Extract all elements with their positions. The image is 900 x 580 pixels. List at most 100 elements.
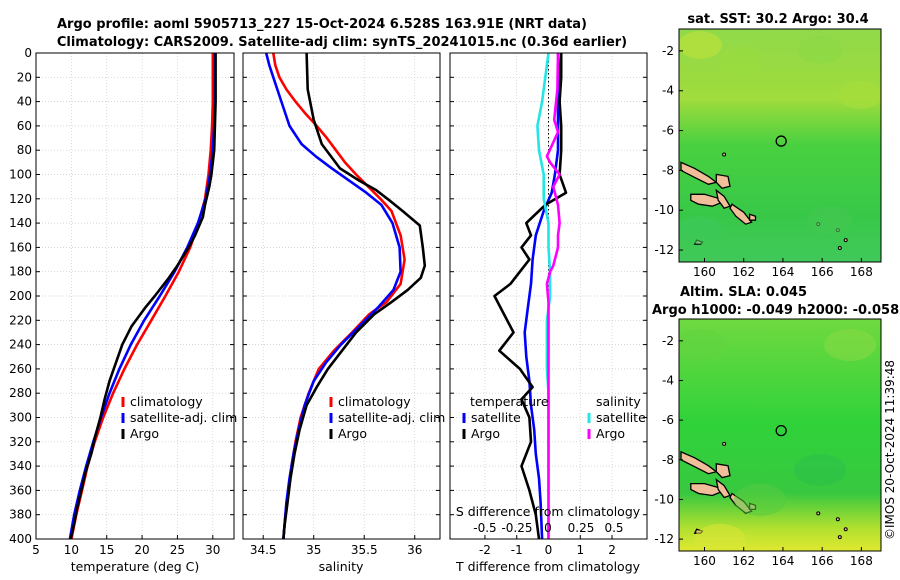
salinity-xtick-label: 35.5 — [351, 543, 378, 557]
copyright-timestamp: ©IMOS 20-Oct-2024 11:39:48 — [883, 360, 897, 540]
salinity-axes-frame — [242, 52, 441, 540]
temperature-xlabel: temperature (deg C) — [71, 559, 200, 574]
island — [748, 213, 757, 221]
map-xtick-label: 166 — [811, 265, 834, 279]
salinity-grid — [243, 53, 440, 539]
argo-location-marker — [775, 424, 787, 437]
temperature-ytick-label: 220 — [9, 313, 32, 327]
temperature-series — [68, 53, 217, 539]
island — [715, 478, 731, 499]
temperature-ytick-label: 100 — [9, 168, 32, 182]
sst-patch — [718, 46, 762, 74]
temperature-ytick-label: 380 — [9, 508, 32, 522]
sst-patch — [798, 36, 842, 64]
temperature-ytick-label: 320 — [9, 435, 32, 449]
salinity-difference-tick-label: 0.5 — [604, 521, 623, 535]
temperature-ytick-label: 40 — [17, 95, 32, 109]
legend-salinity-label: Argo — [596, 426, 625, 441]
temperature-ytick-label: 340 — [9, 459, 32, 473]
map-ytick-label: -12 — [654, 532, 674, 546]
sla-patch — [734, 484, 786, 516]
sla-map-title-1: Altim. SLA: 0.045 — [680, 285, 807, 300]
temperature-ytick-label: 360 — [9, 483, 32, 497]
sla-islands — [679, 329, 876, 551]
map-xtick-label: 166 — [811, 554, 834, 568]
sst-map-frame — [678, 28, 882, 263]
map-xtick-label: 162 — [732, 265, 755, 279]
temperature-legend-label: satellite-adj. clim — [130, 410, 237, 425]
legend-salinity-label: satellite — [596, 410, 646, 425]
temperature-legend-label: Argo — [130, 426, 159, 441]
islet — [843, 238, 848, 243]
difference-line-temperature-satellite — [523, 53, 561, 539]
island — [715, 173, 731, 190]
salinity-line-argo — [282, 53, 427, 539]
salinity-xtick-label: 36 — [407, 543, 422, 557]
temperature-xtick-label: 25 — [170, 543, 185, 557]
map-xtick-label: 160 — [693, 265, 716, 279]
temperature-ytick-label: 280 — [9, 386, 32, 400]
temperature-ytick-label: 0 — [24, 46, 32, 60]
difference-xtick-label: 2 — [608, 543, 616, 557]
salinity-legend-label: Argo — [338, 426, 367, 441]
map-ytick-label: -6 — [662, 413, 674, 427]
map-ytick-label: -2 — [662, 334, 674, 348]
difference-legend: temperature salinitysatelliteArgosatellit… — [462, 394, 646, 441]
sla-patch — [679, 329, 726, 361]
map-xtick-label: 164 — [771, 554, 794, 568]
sla-map-frame — [678, 318, 882, 552]
map-ytick-label: -2 — [662, 44, 674, 58]
salinity-difference-tick-label: 0.25 — [568, 521, 595, 535]
difference-xtick-label: 1 — [576, 543, 584, 557]
temperature-ytick-label: 60 — [17, 119, 32, 133]
temperature-legend-label: climatology — [130, 394, 203, 409]
legend-temperature-label: satellite — [471, 410, 521, 425]
islet — [816, 511, 821, 516]
difference-xtick-label: -2 — [479, 543, 491, 557]
argo-location-marker — [775, 135, 787, 147]
salinity-ticks: 34.5 35 35.5 36 — [243, 52, 440, 557]
islet — [722, 441, 727, 446]
islet — [835, 517, 840, 522]
temperature-ytick-label: 200 — [9, 289, 32, 303]
island — [715, 463, 731, 479]
map-xtick-label: 168 — [850, 554, 873, 568]
map-ytick-label: -12 — [654, 243, 674, 257]
temperature-difference-xlabel: T difference from climatology — [455, 559, 641, 574]
salinity-difference-tick-label: -0.5 — [473, 521, 496, 535]
difference-panel: -2 -1 0 1 2 temperature salinitysatelliteArgo… — [449, 52, 648, 574]
sla-map-ticks: 160 162 164 166 168 -2 -4 -6 -8 -10 -12 — [654, 334, 872, 568]
temperature-grid — [35, 53, 234, 539]
map-ytick-label: -8 — [662, 163, 674, 177]
map-xtick-label: 162 — [732, 554, 755, 568]
sla-map-title-2: Argo h1000: -0.049 h2000: -0.058 — [652, 303, 899, 318]
island — [680, 450, 718, 475]
sst-map-panel: sat. SST: 30.2 Argo: 30.4 160 162 164 166 16… — [654, 12, 882, 279]
sst-map-title: sat. SST: 30.2 Argo: 30.4 — [687, 12, 868, 27]
difference-line-salinity-argo — [545, 53, 561, 539]
difference-xtick-label: -1 — [511, 543, 523, 557]
sla-patch — [694, 524, 746, 551]
sst-patch — [808, 206, 852, 234]
sla-patch — [794, 454, 846, 486]
temperature-ticks: 5 10 15 20 25 3002040608010012014016018020022… — [9, 46, 234, 557]
islet — [837, 246, 842, 251]
sst-islands — [679, 31, 881, 251]
salinity-xtick-label: 35 — [306, 543, 321, 557]
temperature-panel: 5 10 15 20 25 3002040608010012014016018020022… — [9, 46, 237, 574]
temperature-ytick-label: 400 — [9, 532, 32, 546]
salinity-difference-tick-label: -0.25 — [501, 521, 532, 535]
difference-xtick-label: 0 — [545, 543, 553, 557]
temperature-ytick-label: 180 — [9, 265, 32, 279]
legend-temperature-title: temperature — [470, 394, 549, 409]
islet — [843, 527, 848, 532]
island — [680, 161, 718, 185]
island — [729, 203, 753, 225]
temperature-xtick-label: 15 — [99, 543, 114, 557]
sla-map-panel: Altim. SLA: 0.045 Argo h1000: -0.049 h20… — [652, 285, 899, 568]
title-line-1: Argo profile: aoml 5905713_227 15-Oct-20… — [57, 17, 587, 32]
